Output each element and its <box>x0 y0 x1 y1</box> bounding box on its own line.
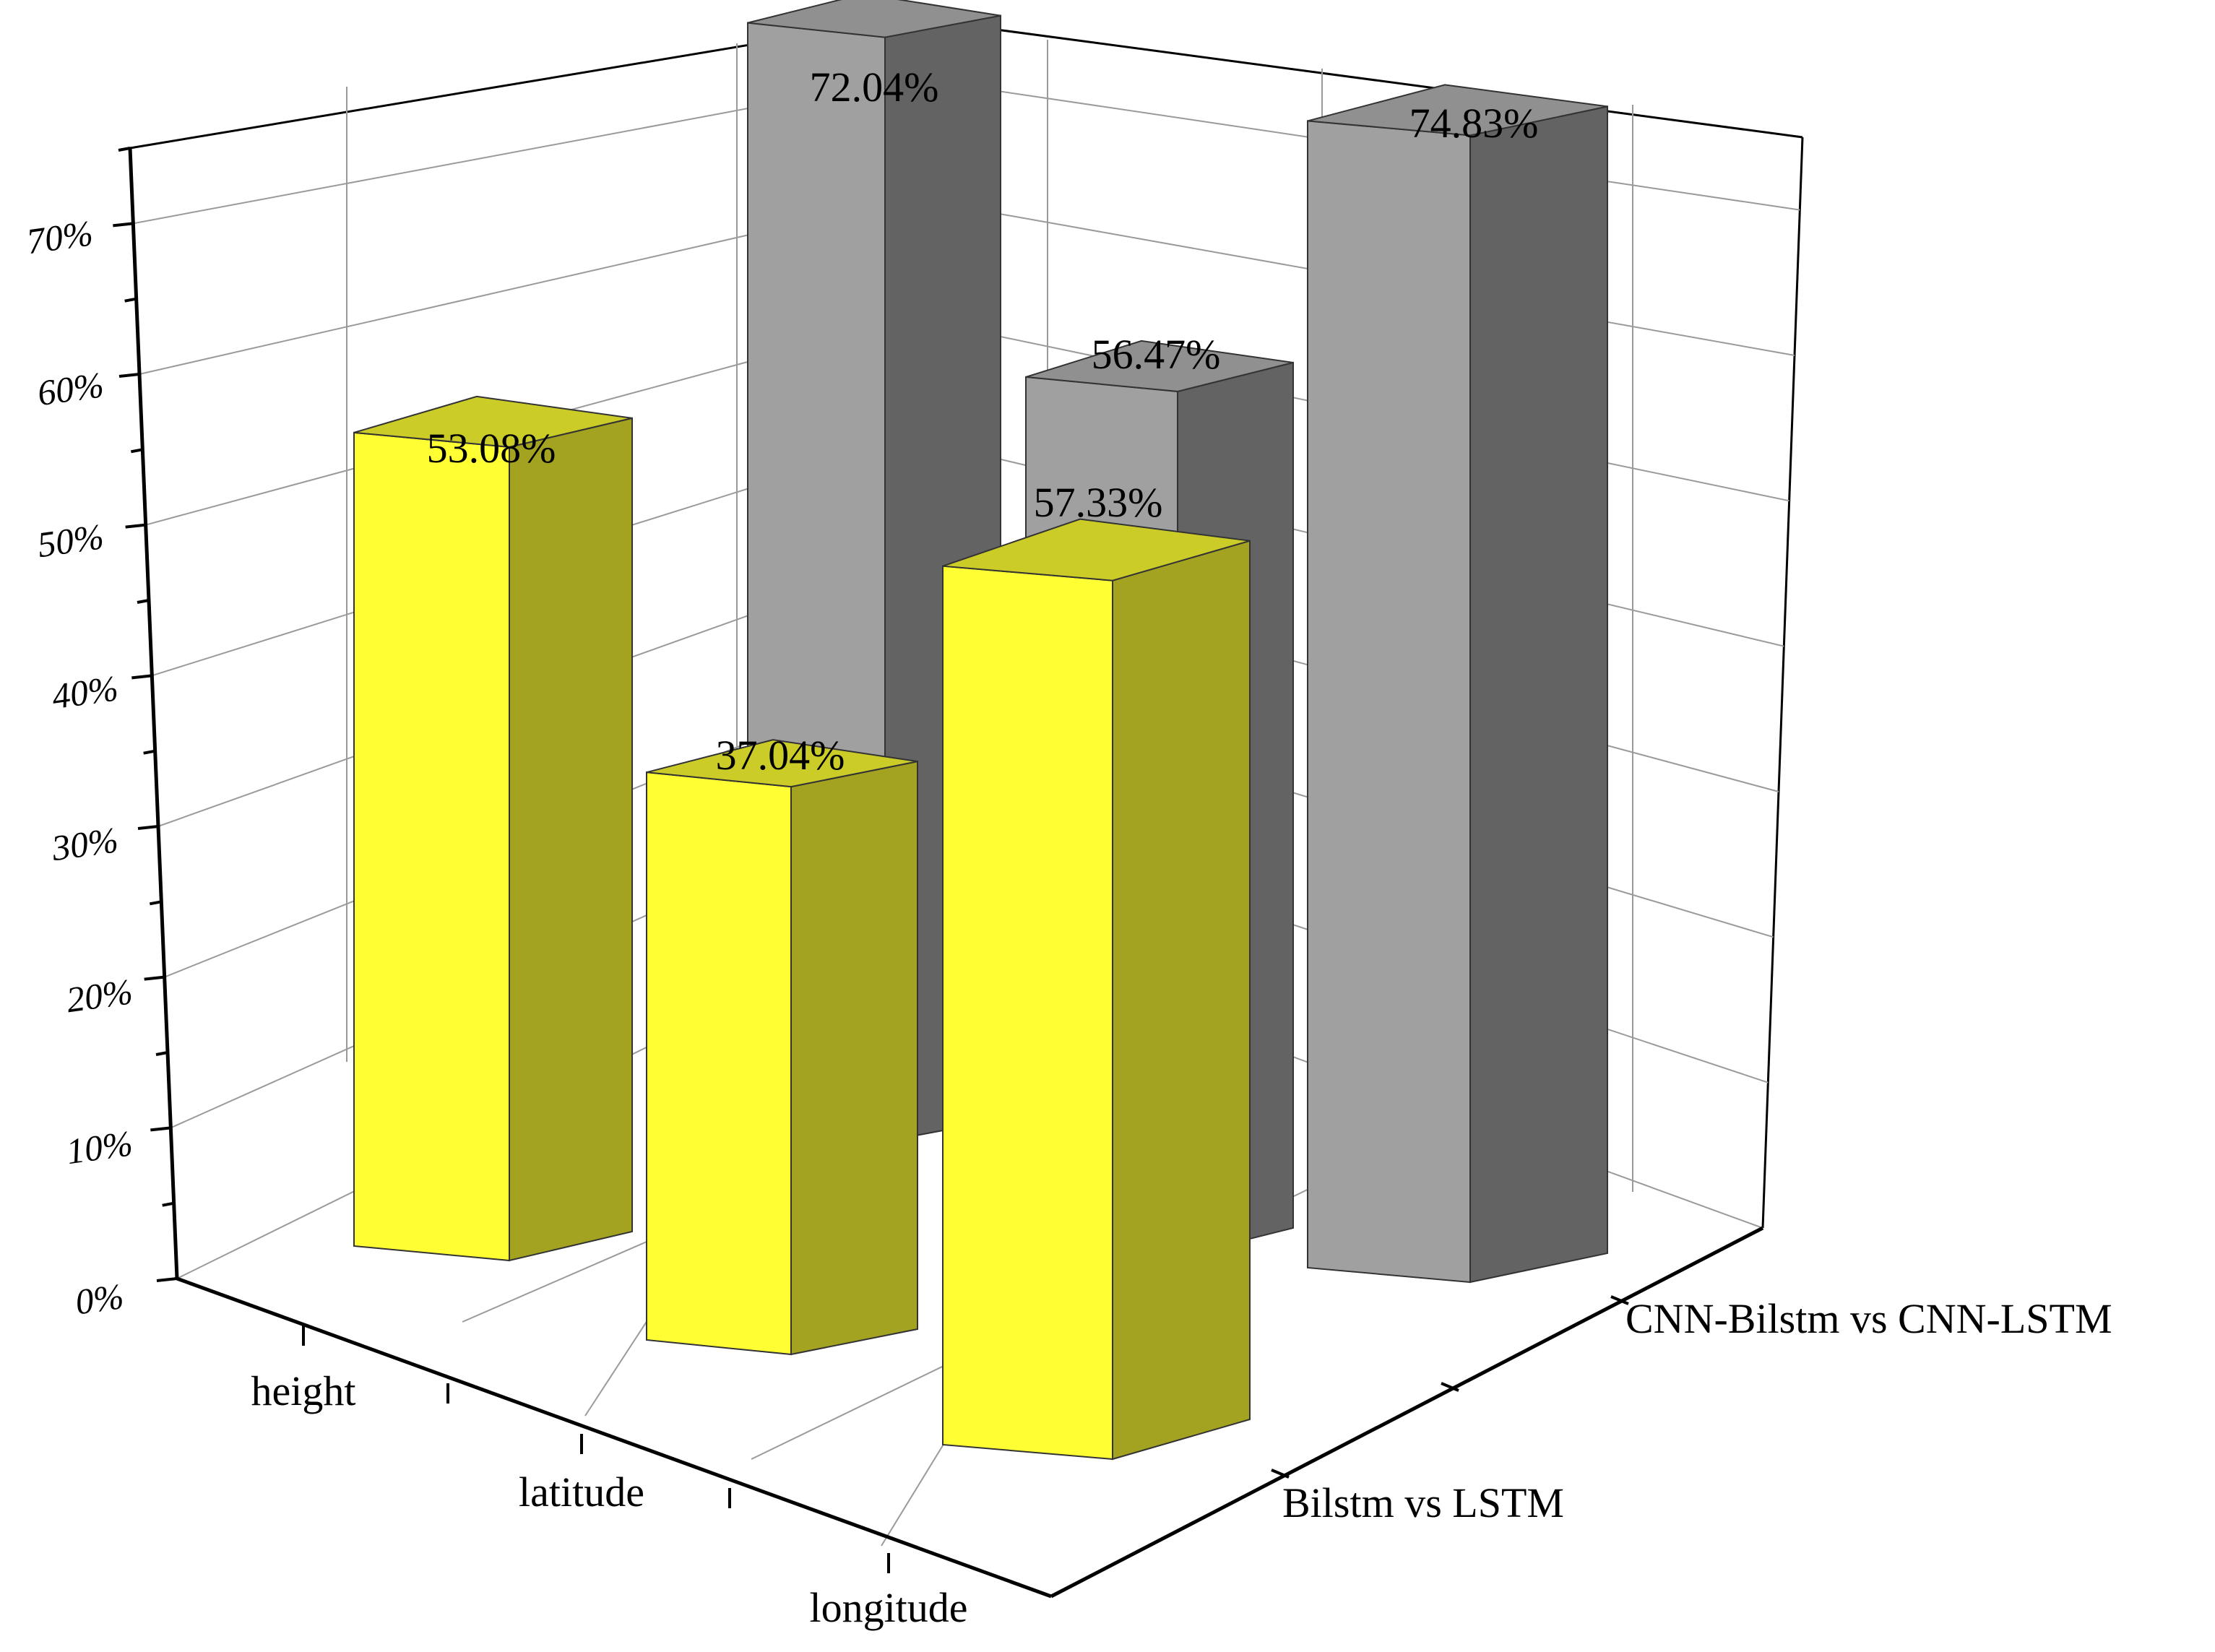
category-axis-line <box>176 1276 1052 1599</box>
series-tick <box>1610 1295 1629 1305</box>
y-tick <box>149 900 162 906</box>
y-tick <box>144 975 165 981</box>
value-labels: 72.04% 74.83% 56.47% 53.08% 57.33% 37.04… <box>427 64 1539 779</box>
series-label-bilstm: Bilstm vs LSTM <box>1282 1479 1564 1526</box>
bar-bilstm <box>353 395 633 1262</box>
bar-top-face <box>353 395 633 448</box>
category-label-height: height <box>251 1367 356 1414</box>
bar-front-face <box>353 431 510 1262</box>
y-tick <box>118 373 140 378</box>
series-label-cnn-bilstm: CNN-Bilstm vs CNN-LSTM <box>1625 1295 2112 1342</box>
bar-side-face <box>1112 540 1251 1461</box>
bar-top-face <box>1025 340 1294 392</box>
y-tick-label: 20% <box>64 971 135 1020</box>
y-tick <box>131 674 152 680</box>
y-tick-label: 0% <box>73 1276 126 1323</box>
bars <box>353 0 1608 1461</box>
y-tick <box>162 1201 175 1207</box>
bar-bilstm <box>942 518 1251 1461</box>
y-tick <box>143 749 156 755</box>
category-labels: height latitude longitude <box>251 1367 968 1631</box>
y-tick <box>118 147 131 152</box>
bar-top-face <box>646 739 918 788</box>
series-labels: Bilstm vs LSTM CNN-Bilstm vs CNN-LSTM <box>1282 1295 2112 1526</box>
y-tick <box>113 222 134 228</box>
y-tick-labels: 0% 10% 20% 30% 40% 50% 60% 70% <box>24 212 135 1322</box>
y-axis-line <box>128 147 179 1279</box>
y-tick <box>125 523 146 529</box>
value-label: 37.04% <box>716 732 845 779</box>
bar-top-face <box>747 0 1001 38</box>
y-tick-label: 10% <box>64 1123 135 1172</box>
value-label: 74.83% <box>1409 100 1539 147</box>
bar-side-face <box>790 760 918 1356</box>
bar-bilstm <box>646 739 918 1356</box>
series-tick <box>1441 1382 1459 1392</box>
y-tick <box>137 599 150 604</box>
y-tick-label: 40% <box>49 667 121 717</box>
bar-top-face <box>1307 84 1608 137</box>
series-tick <box>1271 1469 1290 1479</box>
y-tick-label: 30% <box>48 819 121 868</box>
value-label: 72.04% <box>810 64 939 111</box>
axes <box>113 147 1764 1599</box>
wall-right-edge <box>1761 137 1804 1229</box>
y-tick <box>156 1277 178 1282</box>
category-label-longitude: longitude <box>809 1584 967 1631</box>
value-label: 53.08% <box>427 425 556 472</box>
y-tick <box>124 297 137 303</box>
bar-top-face <box>942 518 1251 581</box>
y-tick <box>137 825 159 830</box>
value-label: 57.33% <box>1034 479 1163 526</box>
bar-cnn-bilstm <box>1307 84 1608 1284</box>
bar-side-face <box>1469 105 1608 1284</box>
y-tick-label: 70% <box>24 212 95 261</box>
bar-front-face <box>646 771 792 1356</box>
bar-side-face <box>509 417 633 1262</box>
value-label: 56.47% <box>1092 331 1221 378</box>
y-tick-label: 50% <box>35 516 106 565</box>
y-tick <box>130 448 143 454</box>
y-tick-label: 60% <box>35 364 106 413</box>
y-tick <box>155 1051 168 1056</box>
bar-front-face <box>1307 120 1471 1284</box>
y-tick <box>150 1126 171 1132</box>
bar-front-face <box>942 565 1113 1461</box>
series-axis-line <box>1050 1226 1764 1599</box>
category-label-latitude: latitude <box>519 1469 644 1515</box>
